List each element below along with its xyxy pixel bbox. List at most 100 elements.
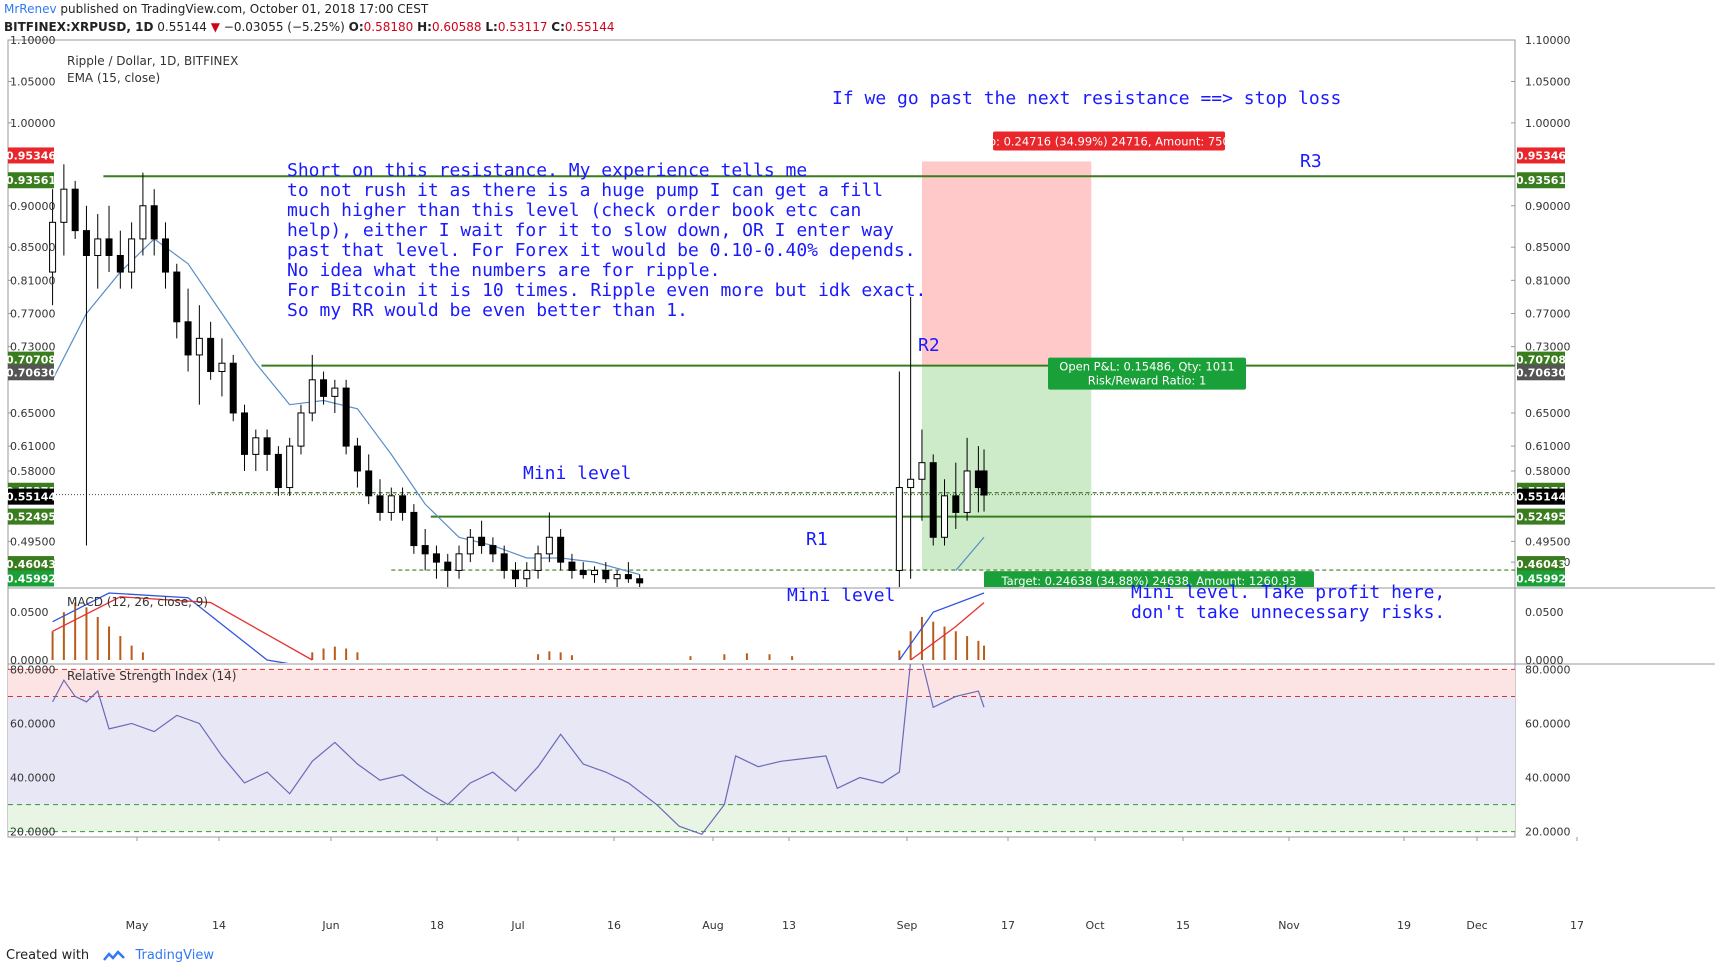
candle-body-60 [974,470,982,489]
y-tick-label-left-3: 0.90000 [10,200,56,213]
candle-body-48 [591,569,599,576]
macd-hist-bar-9 [311,652,314,660]
candle-body-38 [478,536,486,547]
tradingview-link[interactable]: TradingView [135,948,214,963]
candle-body-11 [173,271,181,323]
y-tick-label-left-6: 0.77000 [10,308,56,321]
candle-body-51 [624,574,632,580]
macd-hist-bar-21 [768,654,771,660]
rsi-tick-label-0: 80.0000 [1525,663,1571,676]
candle-body-37 [466,536,474,555]
x-tick-label-10: Oct [1085,919,1105,932]
close-value: 0.55144 [564,20,615,34]
price-badge-6 [1517,508,1565,525]
rsi-tick-label-left-1: 60.0000 [10,717,56,730]
tradingview-logo-icon [103,949,126,961]
price-badge-left-0 [8,147,54,164]
rsi-tick-label-left-0: 80.0000 [10,663,56,676]
macd-legend: MACD (12, 26, close, 9) [67,595,208,609]
price-badge-left-label-7: 0.46043 [6,558,56,571]
macd-hist-bar-12 [345,648,348,660]
candle-body-9 [150,205,158,240]
rsi-overbought-zone [8,669,1515,697]
candle-body-56 [929,462,937,538]
candle-body-61 [980,470,988,496]
rsi-pane [8,664,1515,836]
rsi-tick-label-1: 60.0000 [1525,717,1571,730]
macd-hist-bar-26 [932,621,935,660]
candle-body-29 [376,495,384,513]
target-badge [984,571,1314,587]
rr-badge-label: Risk/Reward Ratio: 1 [1088,374,1207,388]
annotation-line-6: For Bitcoin it is 10 times. Ripple even … [287,280,926,301]
price-badge-left-1 [8,172,54,189]
macd-hist-bar-17 [570,655,573,660]
candle-body-45 [557,536,565,563]
price-badge-left-2 [8,351,54,368]
price-badge-label-2: 0.70708 [1516,354,1566,367]
price-badge-label-0: 0.95346 [1516,149,1566,162]
candle-body-58 [952,495,960,513]
x-tick-label-7: 13 [782,919,796,932]
low-label: L: [485,20,498,34]
pl-badge [1048,357,1246,390]
macd-tick-label-left-0: 0.0500 [10,606,49,619]
price-badge-left-label-8: 0.45992 [6,572,56,585]
x-tick-label-8: Sep [897,919,918,932]
y-tick-label-11: 0.49500 [1525,535,1571,548]
candle-body-43 [534,553,542,571]
x-tick-label-12: Nov [1278,919,1300,932]
price-pane: Stop: 0.24716 (34.99%) 24716, Amount: 75… [8,131,1515,587]
stop-badge [993,131,1225,151]
candle-body-41 [511,569,519,580]
candle-body-7 [128,238,136,273]
author-link[interactable]: MrRenev [4,2,57,16]
candle-body-25 [331,387,339,397]
macd-hist-bar-29 [966,636,969,660]
candle-body-55 [918,462,926,480]
ema-line-recent [955,536,985,571]
close-label: C: [551,20,565,34]
candle-body-10 [161,238,169,273]
candle-body-18 [252,437,260,455]
candle-body-0 [49,221,57,273]
macd-hist-bar-13 [356,652,359,660]
level-label-1: R2 [918,335,940,356]
macd-hist-bar-2 [74,602,77,660]
high-value: 0.60588 [431,20,482,34]
price-badge-label-1: 0.93561 [1516,174,1566,187]
macd-hist-bar-30 [977,640,980,660]
chart-title: Ripple / Dollar, 1D, BITFINEX [67,54,238,68]
price-badge-left-label-6: 0.52495 [6,511,56,524]
macd-line [52,592,289,663]
level-label-0: R3 [1300,151,1322,172]
y-tick-label-9: 0.61000 [1525,440,1571,453]
rsi-tick-label-2: 40.0000 [1525,772,1571,785]
candle-body-35 [444,561,452,571]
price-badge-label-8: 0.45992 [1516,572,1566,585]
rsi-tick-label-3: 20.0000 [1525,826,1571,839]
x-tick-label-6: Aug [702,919,723,932]
macd-hist-bar-6 [119,636,122,660]
candle-body-23 [308,379,316,414]
rsi-oversold-zone [8,804,1515,832]
y-tick-label-7: 0.73000 [1525,341,1571,354]
macd-line-recent [898,592,985,661]
x-tick-label-14: Dec [1466,919,1487,932]
price-badge-left-label-5: 0.55144 [6,491,56,504]
candle-body-22 [297,412,305,447]
candle-body-52 [636,578,644,584]
price-badge-label-3: 0.70630 [1516,366,1566,379]
y-tick-label-10: 0.58000 [1525,465,1571,478]
macd-hist-bar-27 [943,626,946,660]
candle-body-19 [263,437,271,455]
candle-body-20 [274,453,282,489]
candle-body-14 [207,337,215,373]
top-note: If we go past the next resistance ==> st… [832,88,1341,109]
x-tick-label-2: Jun [321,919,339,932]
candle-body-17 [241,412,249,455]
price-badge-1 [1517,172,1565,189]
candle-body-6 [116,254,124,273]
price-badge-left-6 [8,508,54,525]
